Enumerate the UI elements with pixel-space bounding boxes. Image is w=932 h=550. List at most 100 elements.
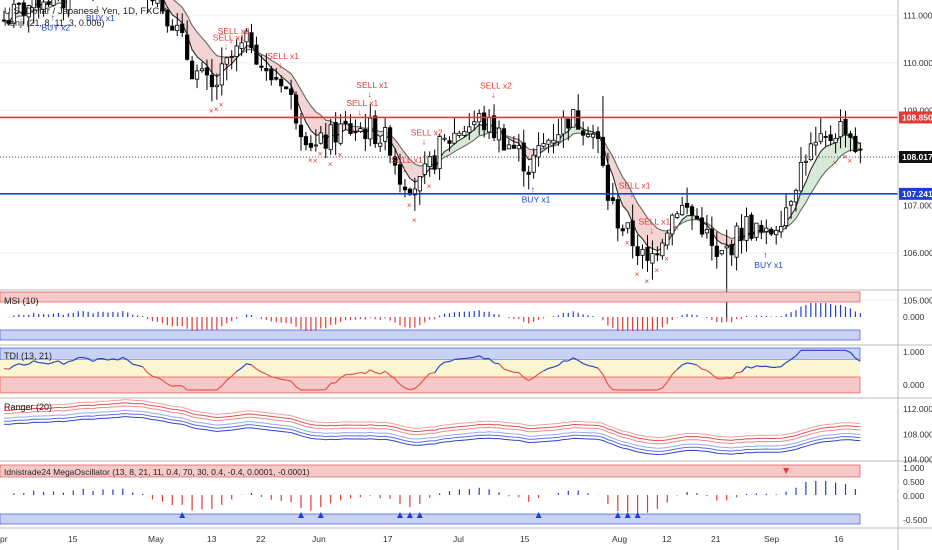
ranger-pane[interactable]: 112.000 108.000 104.000: [3, 399, 932, 465]
candle-body: [769, 228, 774, 235]
candlesticks[interactable]: [1, 0, 863, 320]
cloud-segment: [172, 0, 178, 19]
msi-pane[interactable]: 0.000: [0, 291, 925, 341]
tdi-line-segment: [72, 357, 79, 361]
mega-tick-label: -0.500: [903, 515, 927, 525]
time-tick-label: 13: [207, 534, 217, 544]
tdi-line-segment: [360, 371, 366, 375]
tdi-line-segment: [567, 357, 574, 362]
candle-body: [536, 145, 541, 158]
time-tick-label: 15: [520, 534, 530, 544]
tdi-line-segment: [538, 370, 544, 375]
cloud-segment: [810, 160, 816, 194]
tdi-line-segment: [746, 366, 752, 369]
tdi-line-segment: [785, 358, 792, 364]
candle-body: [199, 68, 205, 72]
cloud-segment: [652, 223, 658, 251]
trade-signals: ↑BUY x2↑BUY x1↑BUY x1↑BUY x1↑BUY x1SELL …: [42, 0, 853, 286]
ranger-band-line: [3, 402, 861, 442]
candle-body: [680, 204, 685, 216]
cross-marker: ×: [645, 277, 650, 286]
cloud-segment: [177, 2, 183, 24]
tdi-line-segment: [83, 356, 89, 360]
candle-body: [853, 135, 858, 152]
tdi-line-segment: [558, 360, 564, 366]
cross-marker: ×: [847, 156, 852, 165]
mega-buy-triangle: [634, 512, 641, 518]
cloud-segment: [202, 37, 207, 66]
tdi-line-segment: [741, 366, 747, 373]
tdi-line-segment: [181, 385, 188, 391]
tdi-line-segment: [439, 361, 445, 367]
time-axis[interactable]: pr 15 May 13 22 Jun 17 Jul 15 Aug 12 21 Sep 16: [0, 534, 844, 544]
candle-body: [749, 214, 754, 239]
candle-body: [288, 88, 294, 95]
buy-arrow: ↑: [531, 185, 536, 195]
cross-marker: ×: [328, 160, 333, 169]
candle-body: [620, 228, 625, 232]
cross-marker: ×: [654, 266, 659, 275]
tdi-label: TDI (13, 21): [4, 351, 52, 361]
candle-body: [556, 134, 561, 143]
tdi-line-segment: [592, 365, 599, 369]
candle-body: [392, 156, 398, 166]
tdi-line-segment: [147, 372, 153, 377]
sell-signal-label: SELL x1: [346, 98, 378, 108]
candle-body: [269, 68, 274, 81]
ranger-band-line: [3, 405, 861, 445]
tdi-line-segment: [389, 374, 396, 380]
tdi-line-segment: [469, 356, 475, 359]
candle-body: [160, 0, 165, 12]
candle-body: [858, 148, 863, 151]
tdi-line-segment: [572, 357, 579, 361]
tdi-line-segment: [251, 364, 257, 370]
tdi-line-segment: [157, 376, 163, 381]
candle-body: [581, 130, 586, 136]
candle-body: [551, 139, 556, 144]
cloud-segment: [187, 15, 193, 50]
time-tick-label: 12: [662, 534, 672, 544]
candle-body: [378, 142, 383, 147]
mega-tick-label: 0.000: [903, 491, 925, 501]
candle-body: [506, 144, 512, 150]
tdi-line-segment: [780, 362, 787, 368]
candle-body: [36, 0, 41, 8]
candle-body: [675, 213, 680, 218]
cross-marker: ×: [635, 270, 640, 279]
candle-body: [838, 121, 843, 138]
candle-body: [600, 136, 606, 166]
cloud-segment: [167, 0, 173, 15]
price-tick-label: 105.000: [903, 295, 932, 305]
candle-body: [279, 78, 284, 87]
tdi-line-segment: [117, 356, 124, 361]
candle-body: [303, 136, 309, 146]
tdi-line-segment: [364, 369, 371, 374]
candle-body: [308, 143, 314, 148]
candle-body: [739, 227, 744, 241]
candle-body: [472, 121, 477, 126]
cloud-segment: [459, 137, 465, 149]
candle-body: [759, 224, 764, 233]
tdi-pane[interactable]: 1.000 0.000: [0, 347, 925, 394]
tdi-line-segment: [48, 361, 54, 365]
candle-body: [437, 136, 442, 170]
candle-body: [323, 134, 328, 149]
tdi-line-segment: [221, 379, 228, 387]
tdi-line-segment: [756, 365, 762, 368]
cloud-segment: [305, 98, 311, 131]
candle-body: [605, 164, 611, 201]
candle-body: [165, 10, 170, 27]
tdi-line-segment: [587, 364, 594, 368]
cloud-segment: [637, 203, 643, 239]
cloud-segment: [840, 135, 846, 156]
cross-marker: ×: [407, 201, 412, 210]
tdi-line-segment: [369, 369, 376, 374]
tdi-line-segment: [271, 376, 277, 379]
tdi-line-segment: [671, 368, 678, 375]
megaoscillator-pane[interactable]: 1.000 0.500 0.000 -0.500: [0, 463, 927, 525]
sell-arrow: ↓: [402, 164, 407, 174]
tdi-line-segment: [236, 367, 242, 372]
cloud-segment: [845, 135, 851, 153]
